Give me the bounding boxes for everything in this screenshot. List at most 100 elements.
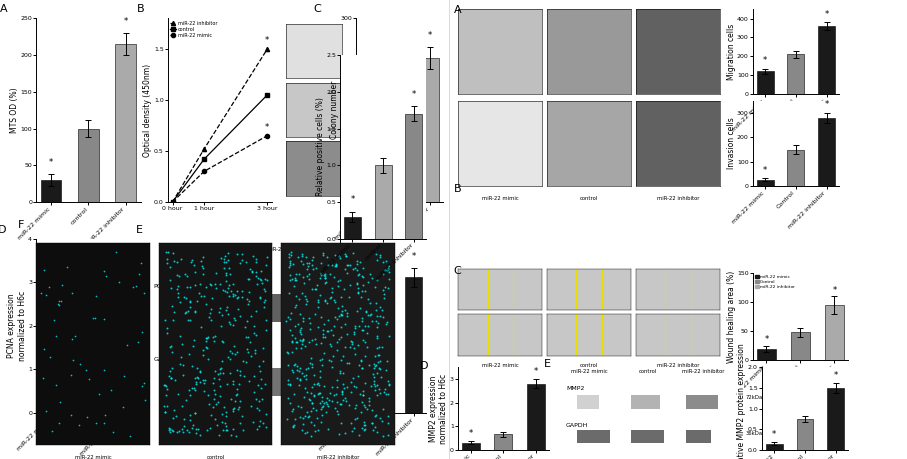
Point — [226, 380, 240, 387]
Point — [259, 253, 274, 260]
Point — [334, 310, 348, 318]
Point — [280, 380, 295, 387]
Point — [196, 346, 210, 353]
Point — [313, 356, 327, 364]
Text: miR-22 inhibitor: miR-22 inhibitor — [317, 455, 359, 459]
Point — [295, 337, 309, 344]
Text: miR-22 inhibitor: miR-22 inhibitor — [682, 369, 725, 374]
Point — [302, 314, 317, 321]
Point — [178, 270, 192, 277]
Point — [171, 391, 185, 398]
Point — [259, 276, 274, 284]
Point — [356, 391, 370, 398]
FancyBboxPatch shape — [577, 395, 599, 409]
Point — [282, 289, 297, 297]
Point — [342, 293, 356, 301]
Point — [372, 352, 386, 359]
Point — [307, 371, 321, 378]
Point — [351, 271, 366, 279]
Point — [184, 384, 199, 391]
Point — [193, 378, 208, 385]
Point — [185, 256, 200, 263]
Point — [282, 263, 297, 271]
Point — [335, 391, 349, 398]
Point — [254, 277, 268, 284]
Point — [202, 424, 217, 431]
Point — [349, 257, 364, 265]
Point — [283, 309, 297, 316]
Point — [375, 344, 389, 351]
Point — [314, 339, 328, 347]
Point — [351, 288, 366, 296]
Point — [285, 348, 299, 356]
Point — [282, 272, 297, 279]
Point — [333, 370, 347, 377]
Point — [327, 323, 341, 330]
Point — [257, 298, 271, 305]
Point — [380, 378, 395, 385]
Point — [371, 359, 385, 366]
Point — [52, 301, 66, 308]
Point — [342, 343, 356, 350]
Text: *: * — [412, 252, 416, 261]
Point — [376, 294, 391, 302]
Point — [219, 423, 233, 430]
Point — [235, 287, 249, 295]
Bar — [115, 44, 136, 202]
Point — [345, 427, 359, 435]
Point — [254, 384, 268, 392]
Point — [348, 402, 363, 409]
Point — [330, 315, 345, 323]
Point — [377, 284, 392, 291]
Point — [200, 335, 215, 342]
Point — [301, 259, 316, 267]
Point — [376, 388, 391, 396]
Point — [346, 329, 361, 336]
Point — [258, 296, 273, 303]
Point — [222, 355, 237, 363]
Point — [249, 425, 264, 432]
Point — [117, 373, 132, 380]
Point — [373, 389, 387, 396]
Point — [313, 367, 327, 375]
Point — [356, 364, 370, 371]
Point — [296, 274, 310, 281]
Point — [338, 430, 353, 437]
Point — [160, 402, 174, 409]
Point — [355, 315, 369, 322]
Point — [358, 421, 373, 429]
Point — [190, 375, 205, 382]
Point — [240, 333, 255, 341]
Point — [219, 426, 233, 433]
Point — [368, 299, 383, 306]
Point — [335, 387, 349, 394]
Point — [322, 357, 336, 364]
Point — [255, 357, 269, 364]
Point — [208, 391, 222, 398]
Point — [252, 275, 267, 282]
Point — [253, 293, 268, 300]
Point — [358, 308, 373, 315]
Point — [325, 364, 339, 371]
Point — [309, 281, 324, 289]
Point — [72, 421, 86, 429]
Point — [289, 292, 304, 299]
Point — [281, 313, 296, 320]
Point — [381, 431, 395, 439]
Point — [246, 418, 260, 425]
Point — [206, 333, 220, 341]
Point — [161, 249, 175, 256]
Point — [296, 420, 310, 427]
Point — [221, 264, 236, 271]
Point — [73, 361, 87, 368]
Point — [376, 405, 391, 412]
Text: 36kDa: 36kDa — [746, 431, 763, 436]
Point — [240, 300, 255, 307]
Point — [225, 291, 239, 298]
Point — [365, 406, 379, 414]
Point — [221, 318, 236, 325]
Point — [82, 375, 96, 382]
Text: *: * — [834, 370, 838, 380]
Point — [366, 420, 380, 427]
Point — [309, 285, 324, 293]
